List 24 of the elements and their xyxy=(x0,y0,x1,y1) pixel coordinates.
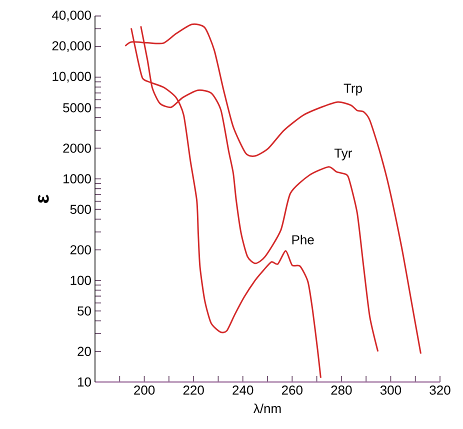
y-tick-label: 40,000 xyxy=(52,10,91,22)
x-axis-title: λ/nm xyxy=(254,404,281,414)
x-tick-label: 200 xyxy=(134,386,155,395)
y-tick-label: 2000 xyxy=(63,144,91,153)
y-axis-title: ε xyxy=(38,194,49,203)
y-tick-label: 5000 xyxy=(63,103,91,112)
y-tick-label: 50 xyxy=(78,306,91,316)
series-label: Trp xyxy=(344,84,362,96)
y-tick-label: 20 xyxy=(78,346,91,356)
y-tick-label: 1000 xyxy=(64,174,91,184)
x-tick-label: 300 xyxy=(380,386,402,395)
series-label: Tyr xyxy=(334,148,352,160)
y-tick-label: 10 xyxy=(78,377,91,387)
x-tick-label: 280 xyxy=(331,386,352,395)
y-tick-label: 100 xyxy=(70,276,91,285)
y-tick-label: 10,000 xyxy=(52,72,91,83)
x-tick-label: 240 xyxy=(232,386,254,395)
y-tick-label: 200 xyxy=(70,245,91,254)
y-tick-label: 500 xyxy=(70,204,91,214)
y-tick-label: 20,000 xyxy=(52,41,91,52)
x-tick-label: 320 xyxy=(430,386,450,395)
series-label: Phe xyxy=(292,234,314,244)
x-tick-label: 220 xyxy=(183,386,204,395)
x-tick-label: 260 xyxy=(282,386,302,395)
